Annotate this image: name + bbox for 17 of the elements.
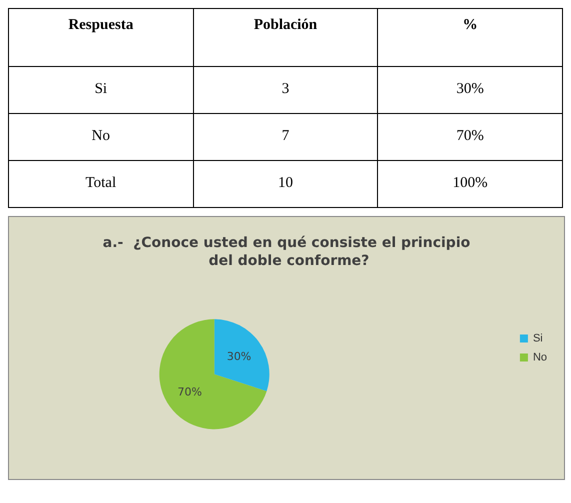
text: 30%	[378, 66, 562, 114]
chart-title: a.- ¿Conoce usted en qué consiste el principio del doble conforme?	[102, 235, 471, 269]
text: %	[378, 8, 562, 66]
legend-label: Si	[532, 332, 543, 344]
legend-label: No	[532, 352, 547, 364]
text: No	[8, 114, 194, 160]
text: Total	[8, 160, 194, 208]
text: Respuesta	[8, 8, 194, 66]
text: 7	[193, 114, 378, 160]
text: 70%	[378, 114, 562, 160]
text: 10	[193, 160, 378, 208]
text: 100%	[378, 160, 562, 208]
data-label: 70%	[177, 386, 202, 399]
text: 3	[193, 66, 378, 114]
text: Si	[8, 66, 194, 114]
data-label: 30%	[226, 350, 252, 363]
text: Población	[193, 8, 378, 66]
